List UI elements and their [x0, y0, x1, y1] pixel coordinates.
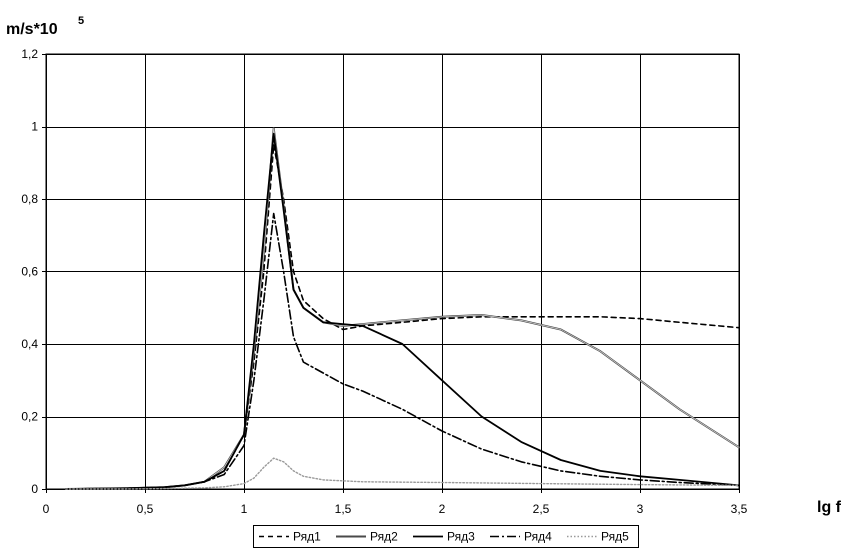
x-tick-label: 2 [439, 502, 446, 516]
series-line-2 [64, 127, 740, 490]
y-tick-label: 1 [31, 120, 38, 134]
y-tick-labels: 0 0,2 0,4 0,6 0,8 1 1,2 [21, 47, 38, 496]
y-tick-label: 0,6 [21, 265, 38, 279]
y-tick-label: 0,4 [21, 337, 38, 351]
legend-label-2: Ряд2 [370, 530, 398, 544]
grid-lines [42, 53, 740, 493]
y-axis-title-superscript: 5 [78, 15, 84, 27]
series-line-4 [65, 212, 740, 490]
legend-label-3: Ряд3 [447, 530, 475, 544]
legend-box [253, 525, 639, 548]
x-tick-label: 0,5 [137, 502, 154, 516]
series-line-3 [64, 132, 740, 490]
y-tick-label: 0,2 [21, 410, 38, 424]
x-tick-label: 1,5 [335, 502, 352, 516]
x-axis-title: lg f [817, 499, 842, 516]
x-tick-label: 2,5 [533, 502, 550, 516]
legend-label-5: Ряд5 [601, 530, 629, 544]
x-tick-labels: 0 0,5 1 1,5 2 2,5 3 3,5 [43, 502, 748, 516]
y-tick-label: 0 [31, 482, 38, 496]
series-line-2-inner [65, 127, 740, 490]
x-tick-label: 3,5 [731, 502, 748, 516]
x-tick-label: 3 [637, 502, 644, 516]
legend: Ряд1 Ряд2 Ряд3 Ряд4 Ряд5 [253, 525, 639, 548]
y-tick-label: 1,2 [21, 47, 38, 61]
x-tick-label: 0 [43, 502, 50, 516]
series-line-5 [65, 457, 740, 490]
series-line-1 [65, 143, 740, 490]
y-tick-label: 0,8 [21, 192, 38, 206]
x-tick-label: 1 [241, 502, 248, 516]
legend-label-1: Ряд1 [293, 530, 321, 544]
legend-label-4: Ряд4 [524, 530, 552, 544]
y-axis-title: m/s*10 [6, 21, 58, 38]
series-lines [64, 127, 740, 490]
